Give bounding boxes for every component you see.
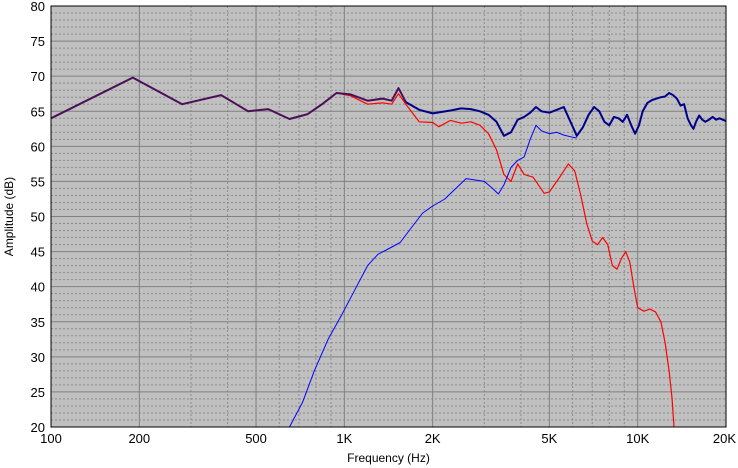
x-axis-ticks: 100 200 500 1K 2K 5K 10K 20K [40, 431, 736, 446]
series-line-2 [289, 124, 577, 428]
x-tick-label: 500 [245, 431, 267, 446]
y-tick-label: 60 [31, 139, 45, 154]
y-tick-label: 55 [31, 174, 45, 189]
y-tick-label: 80 [31, 0, 45, 14]
x-tick-label: 10K [626, 431, 649, 446]
y-tick-label: 65 [31, 104, 45, 119]
series-line-3 [50, 76, 407, 120]
series-line-4 [405, 92, 727, 137]
y-tick-label: 75 [31, 34, 45, 49]
x-tick-label: 2K [425, 431, 441, 446]
y-tick-label: 70 [31, 69, 45, 84]
y-tick-label: 35 [31, 315, 45, 330]
y-axis-title: Amplitude (dB) [2, 177, 16, 256]
series-layer [50, 76, 727, 428]
y-tick-label: 25 [31, 385, 45, 400]
minor-gridlines [51, 6, 726, 427]
x-tick-label: 200 [128, 431, 150, 446]
x-tick-label: 100 [40, 431, 62, 446]
y-axis-ticks: 80 75 70 65 60 55 50 45 40 35 30 25 20 [31, 0, 45, 435]
x-tick-label: 5K [541, 431, 557, 446]
y-tick-label: 45 [31, 245, 45, 260]
x-axis-title: Frequency (Hz) [347, 451, 430, 465]
y-tick-label: 30 [31, 350, 45, 365]
x-tick-label: 20K [713, 431, 736, 446]
x-tick-label: 1K [336, 431, 352, 446]
y-tick-label: 40 [31, 280, 45, 295]
plot-frame [50, 5, 727, 428]
y-tick-label: 20 [31, 420, 45, 435]
y-tick-label: 50 [31, 210, 45, 225]
